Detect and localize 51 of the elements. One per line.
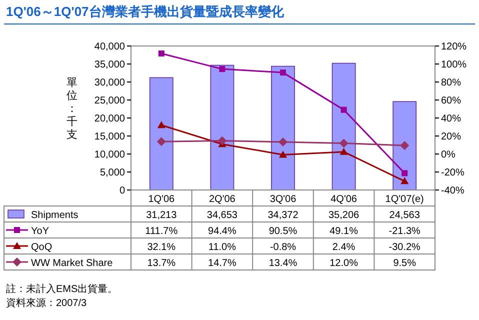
data-label: -30.2% — [388, 242, 421, 253]
x-tick-label: 4Q'06 — [330, 194, 358, 205]
y2-tick-label: 80% — [441, 78, 462, 88]
text: 註：未計入EMS出貨量。 — [6, 283, 118, 295]
y-axis-title: 單位：千支 — [66, 77, 78, 141]
data-label: 9.5% — [393, 258, 416, 269]
x-tick-label: 3Q'06 — [270, 194, 297, 205]
data-label: 34,372 — [268, 210, 299, 221]
data-label: 24,563 — [389, 210, 420, 221]
y-tick-label: 35,000 — [94, 60, 126, 70]
data-label: 2.4% — [332, 242, 356, 253]
y-tick-label: 0 — [119, 186, 126, 196]
data-label: 94.4% — [208, 226, 236, 237]
data-label: -21.3% — [388, 226, 421, 237]
y2-tick-label: 100% — [441, 60, 467, 70]
y2-tick-label: -40% — [441, 186, 464, 196]
legend-label: QoQ — [31, 242, 52, 253]
data-label: 11.0% — [208, 242, 236, 253]
data-label: 12.0% — [330, 258, 358, 269]
data-label: 34,653 — [206, 210, 238, 221]
y2-tick-label: 40% — [441, 114, 462, 124]
data-label: 49.1% — [330, 226, 358, 237]
legend-label: Shipments — [31, 210, 78, 221]
data-label: 13.7% — [147, 258, 176, 269]
y-tick-label: 25,000 — [94, 96, 126, 106]
data-label: 31,213 — [146, 210, 178, 221]
data-label: 111.7% — [145, 226, 178, 237]
y-tick-label: 40,000 — [94, 42, 126, 52]
x-tick-label: 1Q'07(e) — [385, 194, 424, 205]
y-tick-label: 5,000 — [100, 168, 126, 178]
y2-tick-label: 20% — [441, 132, 462, 142]
chart-title: 1Q'06～1Q'07台灣業者手機出貨量暨成長率變化 — [6, 4, 285, 19]
data-label: 35,206 — [328, 210, 360, 221]
x-tick-label: 1Q'06 — [148, 194, 176, 205]
data-label: -0.8% — [270, 242, 296, 253]
data-label: 13.4% — [268, 258, 298, 269]
y-tick-label: 15,000 — [94, 132, 126, 142]
source-note: 資料來源：2007/3 — [6, 297, 88, 309]
y-tick-label: 30,000 — [94, 78, 126, 88]
y2-tick-label: 60% — [441, 96, 462, 106]
legend-label: YoY — [31, 226, 50, 237]
data-label: 14.7% — [208, 258, 236, 269]
data-label: 90.5% — [268, 226, 298, 237]
y-tick-label: 20,000 — [94, 114, 126, 124]
y2-tick-label: 120% — [441, 42, 467, 52]
legend-label: WW Market Share — [31, 258, 114, 269]
x-tick-label: 2Q'06 — [209, 194, 236, 205]
y2-tick-label: -20% — [441, 168, 464, 178]
y2-tick-label: 0% — [441, 150, 456, 160]
y-tick-label: 10,000 — [94, 150, 126, 160]
data-label: 32.1% — [147, 242, 176, 253]
